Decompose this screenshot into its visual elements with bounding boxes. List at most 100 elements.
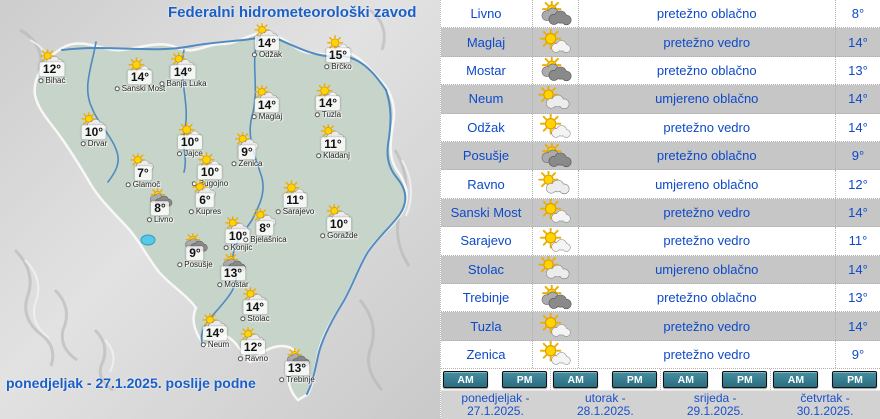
weather-description: pretežno vedro: [579, 113, 836, 141]
temperature-value: 14°: [848, 91, 868, 107]
station-name: Jajce: [177, 149, 203, 158]
clouds-sun-icon: [533, 141, 579, 170]
city-dot-icon: [314, 112, 320, 118]
station-temperature: 14°: [202, 326, 228, 341]
map-station: 8° Livno: [146, 187, 173, 224]
sun-cloud-icon: [533, 255, 579, 283]
am-button[interactable]: AM: [773, 371, 819, 389]
temperature-value: 14°: [848, 318, 868, 334]
day-selector-bar: AM PM AM PM AM PM AM PM: [440, 369, 880, 392]
city-dot-icon: [177, 262, 183, 268]
station-temperature: 15°: [325, 48, 351, 63]
map-station: 14° Sanski Most: [114, 56, 165, 93]
sunny-cloud-icon: [533, 113, 579, 141]
station-name: Banja Luka: [159, 79, 207, 88]
map-station: 12° Ravno: [237, 326, 268, 363]
station-name: Ravno: [237, 354, 268, 363]
weather-description: pretežno oblačno: [579, 283, 836, 312]
city-dot-icon: [324, 64, 330, 70]
map-station: 10° Goražde: [320, 203, 358, 240]
day-group: AM PM: [441, 369, 551, 391]
pm-button[interactable]: PM: [612, 371, 658, 389]
city-dot-icon: [316, 153, 322, 159]
temperature-value: 13°: [848, 62, 868, 78]
station-name: Drvar: [80, 139, 107, 148]
sunny-cloud-icon: [533, 28, 579, 56]
station-temperature: 6°: [196, 193, 214, 208]
station-temperature: 8°: [151, 201, 169, 216]
city-name: Ravno: [441, 170, 533, 198]
am-button[interactable]: AM: [553, 371, 599, 389]
weather-description: umjereno oblačno: [579, 255, 836, 283]
lake: [140, 234, 156, 246]
station-temperature: 10°: [326, 217, 352, 232]
weather-description: pretežno oblačno: [579, 56, 836, 85]
station-name: Bjelašnica: [243, 235, 287, 244]
station-temperature: 10°: [177, 135, 203, 150]
pm-button[interactable]: PM: [502, 371, 548, 389]
station-temperature: 11°: [283, 193, 307, 208]
city-dot-icon: [114, 86, 120, 92]
city-dot-icon: [223, 245, 229, 251]
day-group: AM PM: [661, 369, 771, 391]
station-name: Konjic: [223, 243, 252, 252]
sunny-cloud-icon: [533, 198, 579, 227]
map-station: 14° Odžak: [251, 22, 282, 59]
sun-cloud-icon: [533, 85, 579, 113]
city-name: Sarajevo: [441, 227, 533, 255]
station-name: Zenica: [231, 159, 263, 168]
city-name: Odžak: [441, 113, 533, 141]
map-station: 9° Posušje: [177, 232, 213, 269]
temperature-value: 8°: [851, 6, 865, 22]
city-dot-icon: [320, 233, 326, 239]
pm-button[interactable]: PM: [722, 371, 768, 389]
weather-description: pretežno vedro: [579, 312, 836, 340]
map-station: 10° Jajce: [177, 121, 203, 158]
am-button[interactable]: AM: [663, 371, 709, 389]
station-temperature: 8°: [256, 221, 274, 236]
map-station: 14° Tuzla: [314, 82, 341, 119]
map-station: 7° Glamoč: [125, 152, 160, 189]
table-row: Ravno umjereno oblačno 12°: [440, 170, 880, 199]
station-name: Stolac: [240, 314, 270, 323]
sunny-cloud-icon: [533, 312, 579, 340]
city-name: Neum: [441, 85, 533, 113]
station-name: Glamoč: [125, 180, 160, 189]
sunny-cloud-icon: [533, 340, 579, 369]
am-button[interactable]: AM: [443, 371, 489, 389]
pm-button[interactable]: PM: [832, 371, 878, 389]
table-row: Mostar pretežno oblačno 13°: [440, 56, 880, 86]
station-name: Sanski Most: [114, 84, 165, 93]
table-row: Livno pretežno oblačno 8°: [440, 0, 880, 29]
map-station: 14° Maglaj: [251, 84, 282, 121]
temperature-value: 14°: [848, 261, 868, 277]
map-station: 14° Neum: [200, 312, 229, 349]
forecast-panel: Livno pretežno oblačno 8° Maglaj pretežno ve…: [439, 0, 880, 419]
map-station: 11° Sarajevo: [275, 179, 314, 216]
day-group: AM PM: [551, 369, 661, 391]
weather-description: pretežno oblačno: [579, 0, 836, 28]
station-name: Posušje: [177, 260, 213, 269]
table-row: Sarajevo pretežno vedro 11°: [440, 227, 880, 256]
station-name: Neum: [200, 340, 229, 349]
table-row: Maglaj pretežno vedro 14°: [440, 28, 880, 57]
city-dot-icon: [159, 81, 165, 87]
station-name: Maglaj: [251, 112, 282, 121]
weather-description: pretežno vedro: [579, 340, 836, 369]
table-row: Sanski Most pretežno vedro 14°: [440, 198, 880, 228]
temperature-value: 14°: [848, 34, 868, 50]
city-dot-icon: [237, 356, 243, 362]
station-name: Livno: [146, 215, 173, 224]
temperature-value: 11°: [848, 233, 868, 249]
day-label: ponedjeljak -27.1.2025.: [461, 391, 530, 419]
station-name: Trebinje: [279, 375, 315, 384]
table-row: Trebinje pretežno oblačno 13°: [440, 283, 880, 313]
table-row: Stolac umjereno oblačno 14°: [440, 255, 880, 284]
sun-cloud-icon: [533, 170, 579, 198]
weather-description: pretežno vedro: [579, 28, 836, 56]
station-temperature: 13°: [220, 266, 246, 281]
map-station: 14° Stolac: [240, 286, 270, 323]
temperature-value: 9°: [851, 346, 865, 362]
city-name: Posušje: [441, 141, 533, 170]
